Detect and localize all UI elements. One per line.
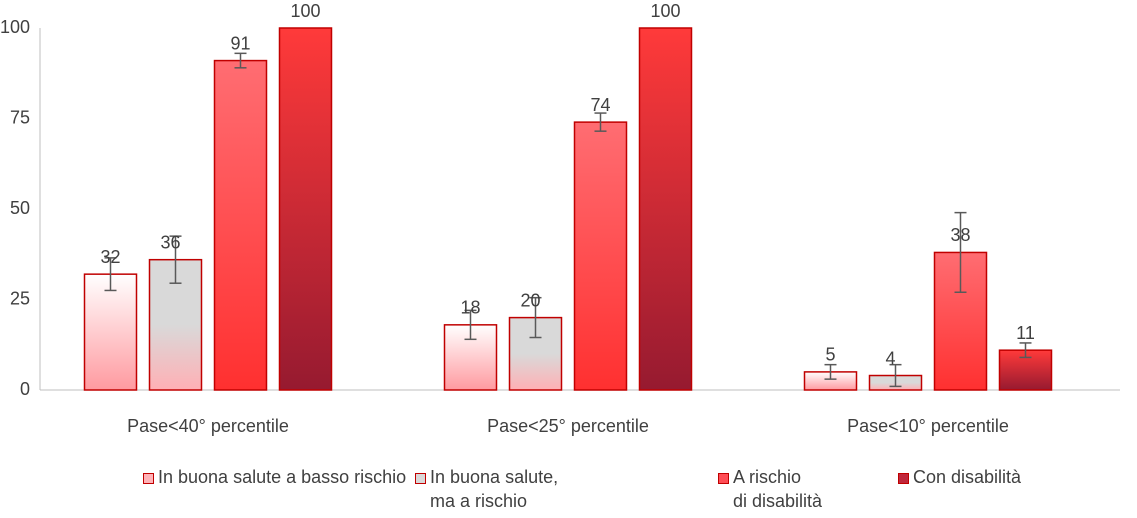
legend-swatch — [718, 473, 729, 484]
x-tick-label: Pase<25° percentile — [487, 416, 649, 436]
y-tick-label: 25 — [10, 288, 30, 308]
chart: 0 25 50 75 100 Pase<40° percentile 32 36 91 100 Pa… — [0, 1, 1120, 436]
data-label: 91 — [230, 33, 250, 53]
bar — [278, 27, 333, 391]
y-tick-label: 100 — [0, 17, 30, 37]
bar — [573, 121, 628, 391]
legend-item: Con disabilità — [898, 467, 1022, 489]
legend-swatch — [898, 473, 909, 484]
y-tick-label: 75 — [10, 107, 30, 127]
legend-label: A rischio di disabilità — [733, 467, 823, 511]
legend-label: Con disabilità — [913, 467, 1022, 487]
legend-swatch — [143, 473, 154, 484]
data-label: 100 — [650, 1, 680, 21]
x-tick-label: Pase<10° percentile — [847, 416, 1009, 436]
bar — [508, 316, 563, 391]
data-label: 4 — [885, 348, 895, 368]
legend-label: In buona salute a basso rischio — [158, 467, 407, 487]
y-tick-label: 50 — [10, 198, 30, 218]
bar — [638, 27, 693, 391]
y-tick-label: 0 — [20, 379, 30, 399]
legend-item: In buona salute, ma a rischio — [415, 467, 559, 513]
data-label: 18 — [460, 298, 480, 318]
legend-swatch — [415, 473, 426, 484]
legend: In buona salute a basso rischio In buona … — [0, 467, 1137, 518]
data-label: 5 — [825, 345, 835, 365]
data-label: 32 — [100, 247, 120, 267]
data-label: 38 — [950, 225, 970, 245]
legend-item: A rischio di disabilità — [718, 467, 823, 513]
bar — [83, 273, 138, 391]
legend-item: In buona salute a basso rischio — [143, 467, 407, 489]
bar — [213, 59, 268, 391]
data-label: 100 — [290, 1, 320, 21]
data-label: 20 — [520, 290, 540, 310]
x-tick-label: Pase<40° percentile — [127, 416, 289, 436]
data-label: 36 — [160, 232, 180, 252]
legend-label: In buona salute, ma a rischio — [430, 467, 559, 511]
data-label: 74 — [590, 95, 610, 115]
data-label: 11 — [1016, 323, 1035, 343]
